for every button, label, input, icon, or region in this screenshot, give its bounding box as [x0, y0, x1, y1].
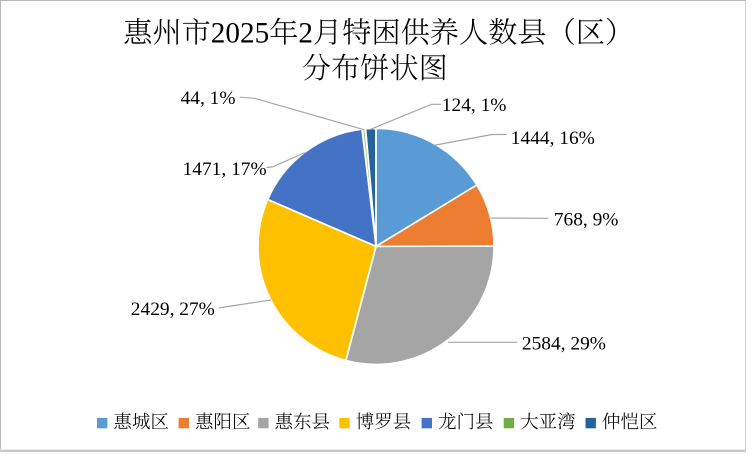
- svg-text:1444, 16%: 1444, 16%: [511, 128, 595, 149]
- svg-text:2584, 29%: 2584, 29%: [522, 333, 606, 354]
- svg-text:2025: 2025: [211, 18, 269, 50]
- svg-text:2: 2: [298, 18, 313, 50]
- svg-text:768, 9%: 768, 9%: [554, 210, 619, 231]
- svg-text:44, 1%: 44, 1%: [181, 88, 236, 109]
- svg-text:124, 1%: 124, 1%: [442, 95, 507, 116]
- svg-text:2429, 27%: 2429, 27%: [131, 299, 215, 320]
- svg-text:1471, 17%: 1471, 17%: [183, 159, 267, 180]
